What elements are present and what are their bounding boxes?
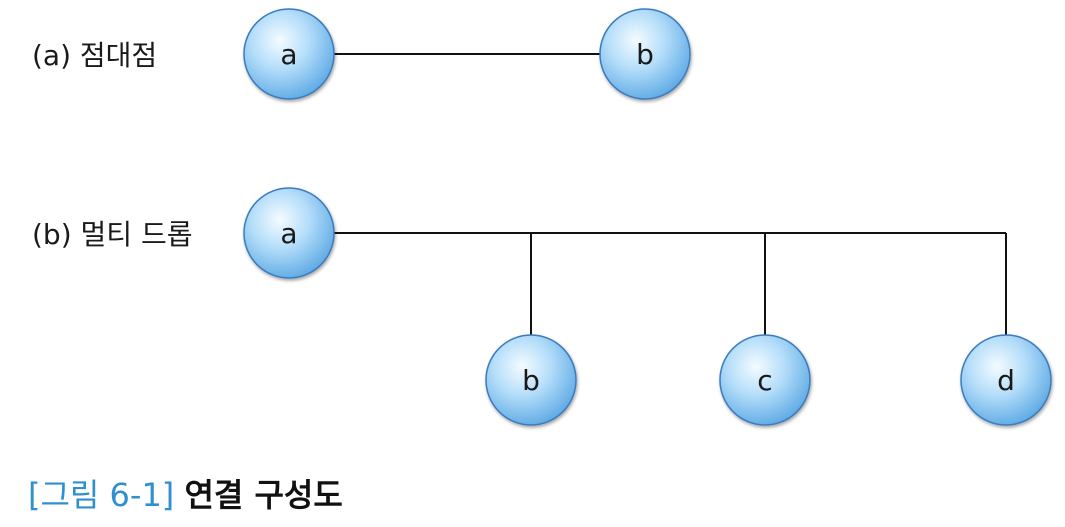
node-label: a	[280, 38, 297, 71]
figure-number: [그림 6-1]	[28, 476, 175, 514]
node-label: d	[997, 364, 1015, 397]
node-label: a	[280, 217, 297, 250]
node-b-multi-drop: b	[485, 334, 577, 426]
diagram-canvas: a b a b c d	[243, 8, 1052, 426]
node-d-multi-drop: d	[960, 334, 1052, 426]
section-label-point-to-point: (a) 점대점	[32, 39, 158, 72]
section-label-multi-drop: (b) 멀티 드롭	[32, 218, 193, 251]
figure-caption: [그림 6-1] 연결 구성도	[28, 470, 343, 516]
node-c-multi-drop: c	[719, 334, 811, 426]
node-a-multi-drop: a	[243, 187, 335, 279]
node-a-point-to-point: a	[243, 8, 335, 100]
node-label: b	[636, 38, 654, 71]
figure-title: 연결 구성도	[184, 476, 343, 514]
node-label: b	[522, 364, 540, 397]
node-label: c	[757, 364, 772, 397]
node-b-point-to-point: b	[599, 8, 691, 100]
